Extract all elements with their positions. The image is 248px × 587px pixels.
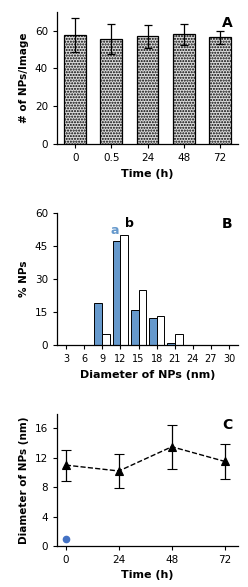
Bar	[157, 316, 164, 345]
Bar	[64, 35, 86, 144]
Bar	[102, 334, 110, 345]
Bar	[138, 290, 146, 345]
Bar	[137, 36, 158, 144]
Bar	[131, 310, 138, 345]
Y-axis label: Diameter of NPs (nm): Diameter of NPs (nm)	[19, 416, 29, 544]
Bar	[100, 39, 122, 144]
Y-axis label: % NPs: % NPs	[19, 261, 29, 297]
X-axis label: Time (h): Time (h)	[121, 168, 174, 178]
Bar	[209, 37, 231, 144]
Bar	[173, 35, 195, 144]
Bar	[167, 343, 175, 345]
Text: C: C	[222, 418, 233, 431]
X-axis label: Diameter of NPs (nm): Diameter of NPs (nm)	[80, 370, 215, 380]
Text: a: a	[110, 224, 119, 237]
Bar	[121, 235, 128, 345]
Bar	[175, 334, 183, 345]
Bar	[94, 303, 102, 345]
X-axis label: Time (h): Time (h)	[121, 571, 174, 581]
Y-axis label: # of NPs/Image: # of NPs/Image	[19, 33, 29, 123]
Text: b: b	[125, 217, 134, 230]
Text: A: A	[222, 16, 233, 30]
Bar	[149, 319, 157, 345]
Bar	[113, 241, 121, 345]
Text: B: B	[222, 217, 233, 231]
